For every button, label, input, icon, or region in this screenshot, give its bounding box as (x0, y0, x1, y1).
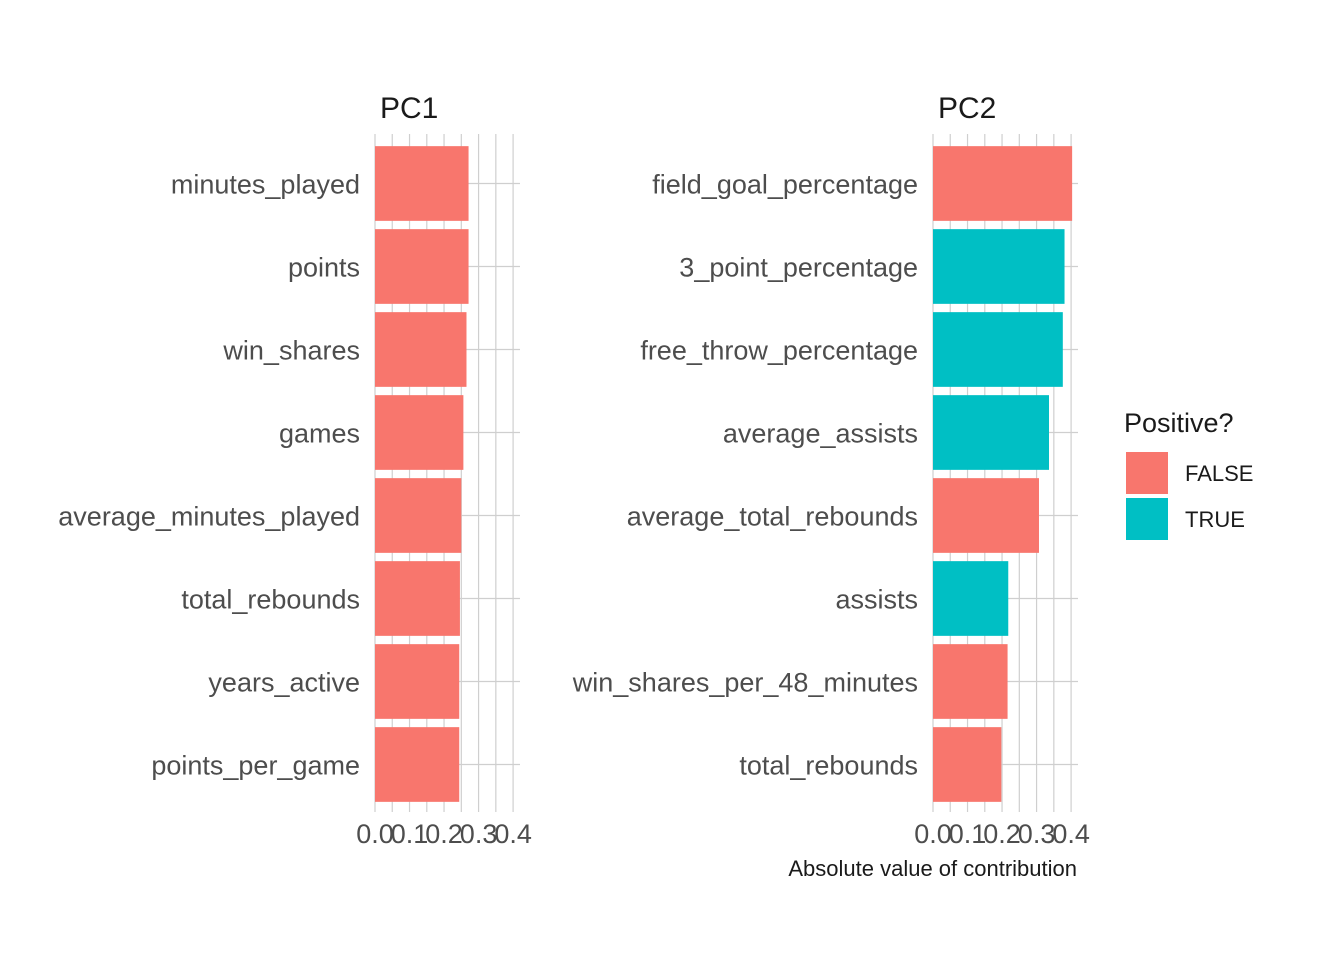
panel-pc2: PC2 field_goal_percentage 3_point_percenta… (572, 92, 1090, 849)
bar-3-point-percentage (933, 229, 1065, 304)
bar-win-shares-per-48-minutes (933, 644, 1008, 719)
category-label: games (279, 419, 360, 449)
x-tick-label: 0.0 (356, 819, 394, 849)
bar-total-rebounds (933, 727, 1002, 802)
x-tick-label: 0.3 (1018, 819, 1056, 849)
category-label: free_throw_percentage (640, 336, 918, 366)
bar-average-minutes-played (375, 478, 462, 553)
category-label: years_active (208, 668, 360, 698)
bar-points (375, 229, 469, 304)
panel-title: PC2 (938, 92, 996, 125)
category-label: total_rebounds (739, 751, 918, 781)
legend-swatch-false (1126, 452, 1168, 494)
bar-total-rebounds (375, 561, 460, 636)
legend-title: Positive? (1124, 408, 1234, 438)
legend-label-false: FALSE (1185, 461, 1253, 486)
bar-assists (933, 561, 1009, 636)
bar-field-goal-percentage (933, 146, 1073, 221)
bar-games (375, 395, 464, 470)
category-label: win_shares_per_48_minutes (572, 668, 918, 698)
category-label: field_goal_percentage (652, 170, 918, 200)
x-tick-label: 0.3 (460, 819, 498, 849)
category-label: 3_point_percentage (679, 253, 918, 283)
bar-average-total-rebounds (933, 478, 1039, 553)
category-label: average_minutes_played (58, 502, 360, 532)
category-label: points (288, 253, 360, 283)
legend-swatch-true (1126, 498, 1168, 540)
category-label: average_assists (723, 419, 918, 449)
bar-average-assists (933, 395, 1049, 470)
category-label: minutes_played (171, 170, 360, 200)
x-tick-label: 0.1 (949, 819, 987, 849)
bar-free-throw-percentage (933, 312, 1063, 387)
bar-years-active (375, 644, 460, 719)
category-label: average_total_rebounds (627, 502, 918, 532)
panel-title: PC1 (380, 92, 438, 125)
category-label: win_shares (222, 336, 360, 366)
bar-minutes-played (375, 146, 469, 221)
bar-points-per-game (375, 727, 460, 802)
bar-win-shares (375, 312, 467, 387)
x-axis-title: Absolute value of contribution (788, 856, 1077, 881)
x-tick-label: 0.4 (1052, 819, 1090, 849)
x-tick-label: 0.0 (914, 819, 952, 849)
x-tick-label: 0.1 (391, 819, 429, 849)
x-tick-label: 0.4 (494, 819, 532, 849)
category-label: assists (835, 585, 918, 615)
legend-label-true: TRUE (1185, 507, 1245, 532)
category-label: total_rebounds (181, 585, 360, 615)
legend: Positive? FALSE TRUE (1124, 408, 1253, 540)
x-tick-label: 0.2 (983, 819, 1021, 849)
category-label: points_per_game (151, 751, 360, 781)
x-tick-label: 0.2 (425, 819, 463, 849)
